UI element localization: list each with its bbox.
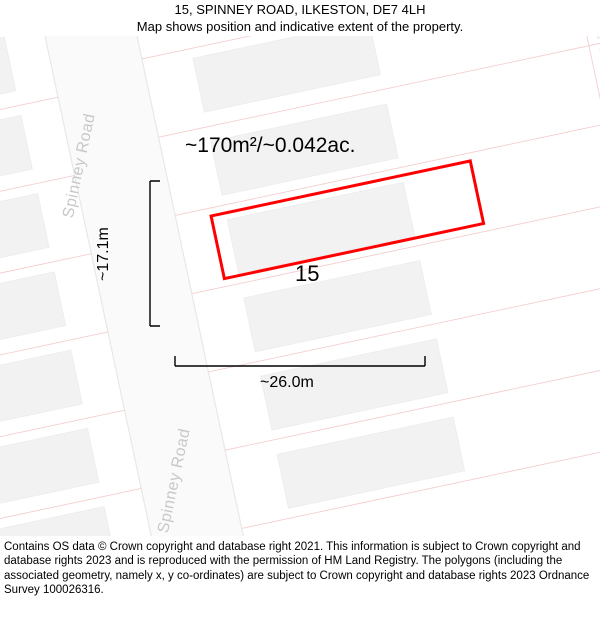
header-subtitle: Map shows position and indicative extent… (0, 19, 600, 36)
map-canvas: ~170m²/~0.042ac. ~17.1m ~26.0m 15 Spinne… (0, 36, 600, 536)
footer-copyright: Contains OS data © Crown copyright and d… (0, 536, 600, 598)
height-dim-label: ~17.1m (95, 227, 113, 281)
width-dim-label: ~26.0m (260, 374, 314, 392)
header: 15, SPINNEY ROAD, ILKESTON, DE7 4LH Map … (0, 0, 600, 36)
area-label: ~170m²/~0.042ac. (185, 134, 355, 158)
header-address: 15, SPINNEY ROAD, ILKESTON, DE7 4LH (0, 2, 600, 19)
plot-number-label: 15 (295, 261, 319, 287)
